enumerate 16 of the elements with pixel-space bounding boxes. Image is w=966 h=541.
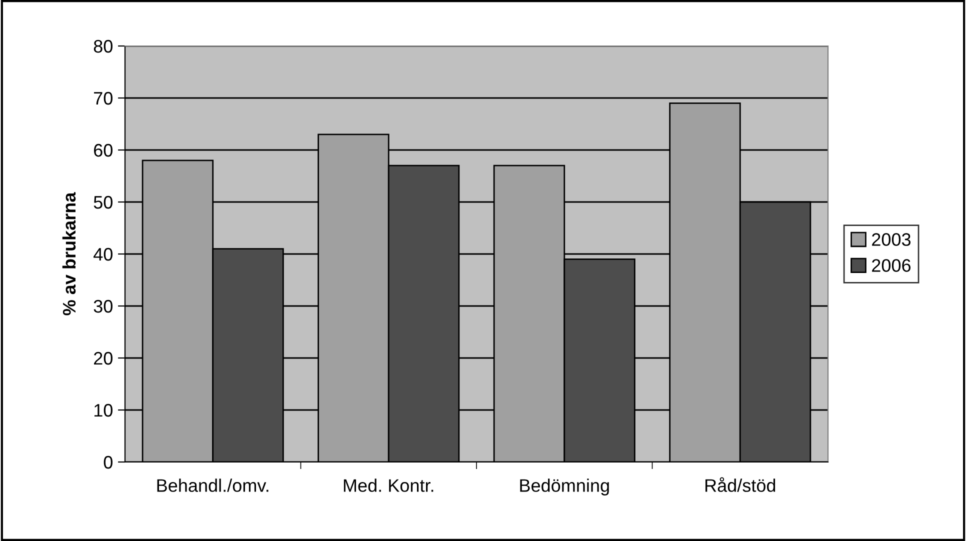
y-tick-label: 60: [94, 144, 112, 157]
y-tick-label: 50: [94, 196, 112, 209]
y-tick-label: 30: [94, 300, 112, 313]
x-tick-label: Råd/stöd: [705, 477, 776, 492]
y-tick-label: 40: [94, 248, 112, 261]
y-tick-label: 70: [94, 92, 112, 105]
legend-label: 2003: [872, 233, 911, 246]
x-tick-label: Bedömning: [520, 478, 609, 496]
x-tick-label: Behandl./omv.: [157, 478, 268, 492]
y-tick-label: 0: [104, 456, 112, 469]
legend-label: 2006: [872, 259, 911, 272]
y-tick-label: 10: [94, 404, 112, 417]
y-tick-label: 80: [94, 40, 112, 53]
x-tick-label: Med. Kontr.: [344, 478, 434, 492]
y-axis-title: % av brukarna: [62, 192, 76, 316]
y-tick-label: 20: [94, 352, 112, 365]
